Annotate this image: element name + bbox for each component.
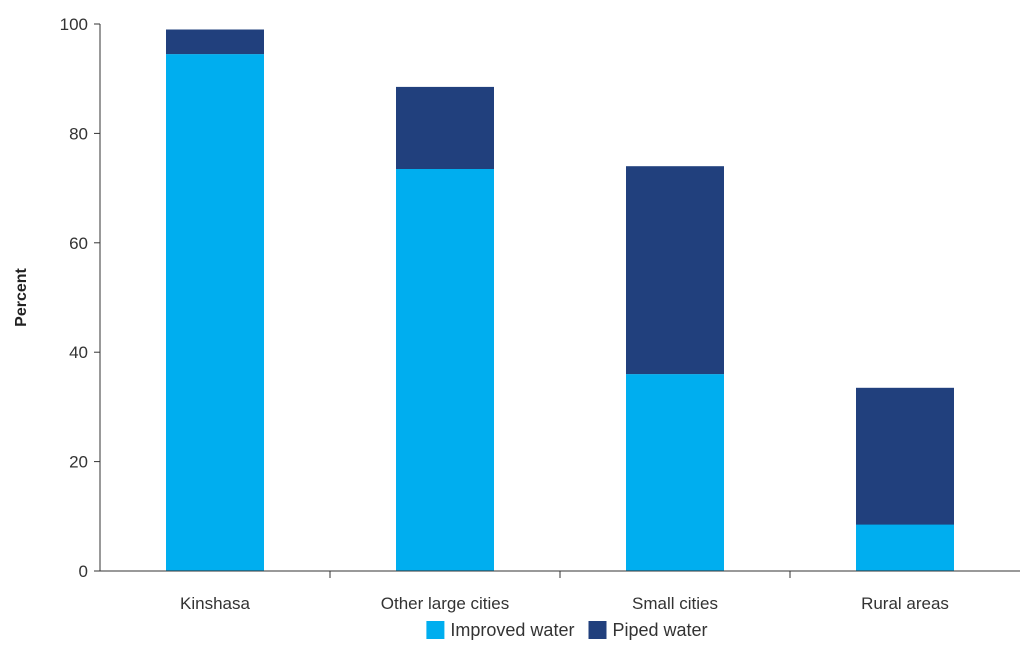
bar-improved-water-other-large-cities — [396, 169, 494, 571]
bar-piped-water-small-cities — [626, 166, 724, 375]
bar-piped-water-rural-areas — [856, 387, 954, 525]
bar-improved-water-rural-areas — [856, 524, 954, 571]
y-tick-label: 20 — [69, 453, 88, 472]
x-tick-label: Other large cities — [381, 594, 510, 613]
bars-layer — [166, 29, 954, 572]
legend-item-piped-water: Piped water — [588, 620, 708, 640]
bar-improved-water-small-cities — [626, 374, 724, 571]
bar-piped-water-kinshasa — [166, 29, 264, 55]
x-tick-label: Kinshasa — [180, 594, 250, 613]
axes-layer — [94, 23, 1020, 578]
x-tick-label: Rural areas — [861, 594, 949, 613]
legend-label: Improved water — [450, 620, 574, 640]
bar-piped-water-other-large-cities — [396, 86, 494, 169]
legend-swatch — [426, 621, 445, 639]
legend-swatch — [588, 621, 607, 639]
x-tick-label: Small cities — [632, 594, 718, 613]
y-tick-label: 80 — [69, 124, 88, 143]
bar-improved-water-kinshasa — [166, 54, 264, 572]
y-tick-label: 0 — [79, 562, 88, 581]
y-tick-label: 40 — [69, 343, 88, 362]
legend-item-improved-water: Improved water — [426, 620, 574, 640]
y-axis-title: Percent — [13, 267, 30, 326]
y-tick-label: 100 — [60, 15, 88, 34]
legend: Improved water Piped water — [426, 620, 708, 640]
legend-label: Piped water — [613, 620, 708, 640]
labels-layer: 0 20 40 60 80 100 Kinshasa Other large cities Sm… — [60, 15, 949, 613]
y-tick-label: 60 — [69, 234, 88, 253]
